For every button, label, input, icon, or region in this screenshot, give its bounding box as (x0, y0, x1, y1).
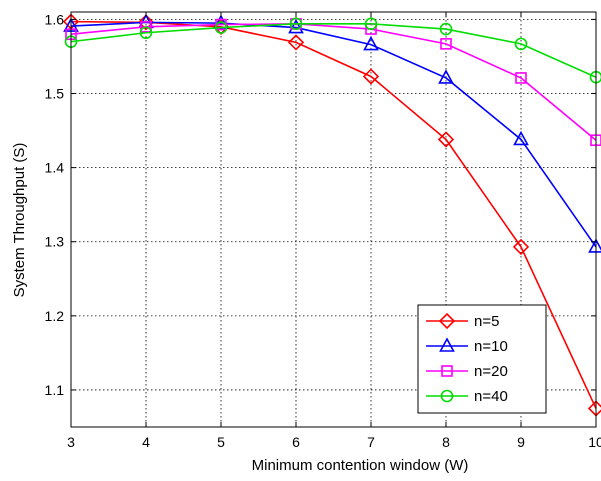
y-tick-label: 1.5 (45, 86, 65, 102)
series-line (71, 24, 596, 77)
x-tick-label: 9 (517, 434, 525, 450)
legend-label: n=10 (474, 338, 508, 355)
y-tick-label: 1.6 (45, 11, 65, 27)
x-tick-label: 6 (292, 434, 300, 450)
x-tick-label: 3 (67, 434, 75, 450)
legend-label: n=5 (474, 313, 499, 330)
y-tick-label: 1.3 (45, 234, 65, 250)
x-tick-label: 8 (442, 434, 450, 450)
series-2 (65, 15, 601, 252)
y-tick-label: 1.1 (45, 382, 65, 398)
x-tick-label: 4 (142, 434, 150, 450)
y-tick-label: 1.2 (45, 308, 65, 324)
diamond-marker (589, 401, 601, 415)
y-axis-label: System Throughput (S) (11, 143, 28, 298)
series-line (71, 24, 596, 140)
legend-label: n=20 (474, 363, 508, 380)
series-line (71, 22, 596, 247)
x-tick-label: 7 (367, 434, 375, 450)
legend-label: n=40 (474, 388, 508, 405)
legend: n=5 n=10 n=20 n=40 (418, 305, 546, 413)
x-tick-label: 10 (588, 434, 601, 450)
y-tick-label: 1.4 (45, 160, 65, 176)
x-tick-label: 5 (217, 434, 225, 450)
x-axis-label: Minimum contention window (W) (252, 457, 469, 474)
